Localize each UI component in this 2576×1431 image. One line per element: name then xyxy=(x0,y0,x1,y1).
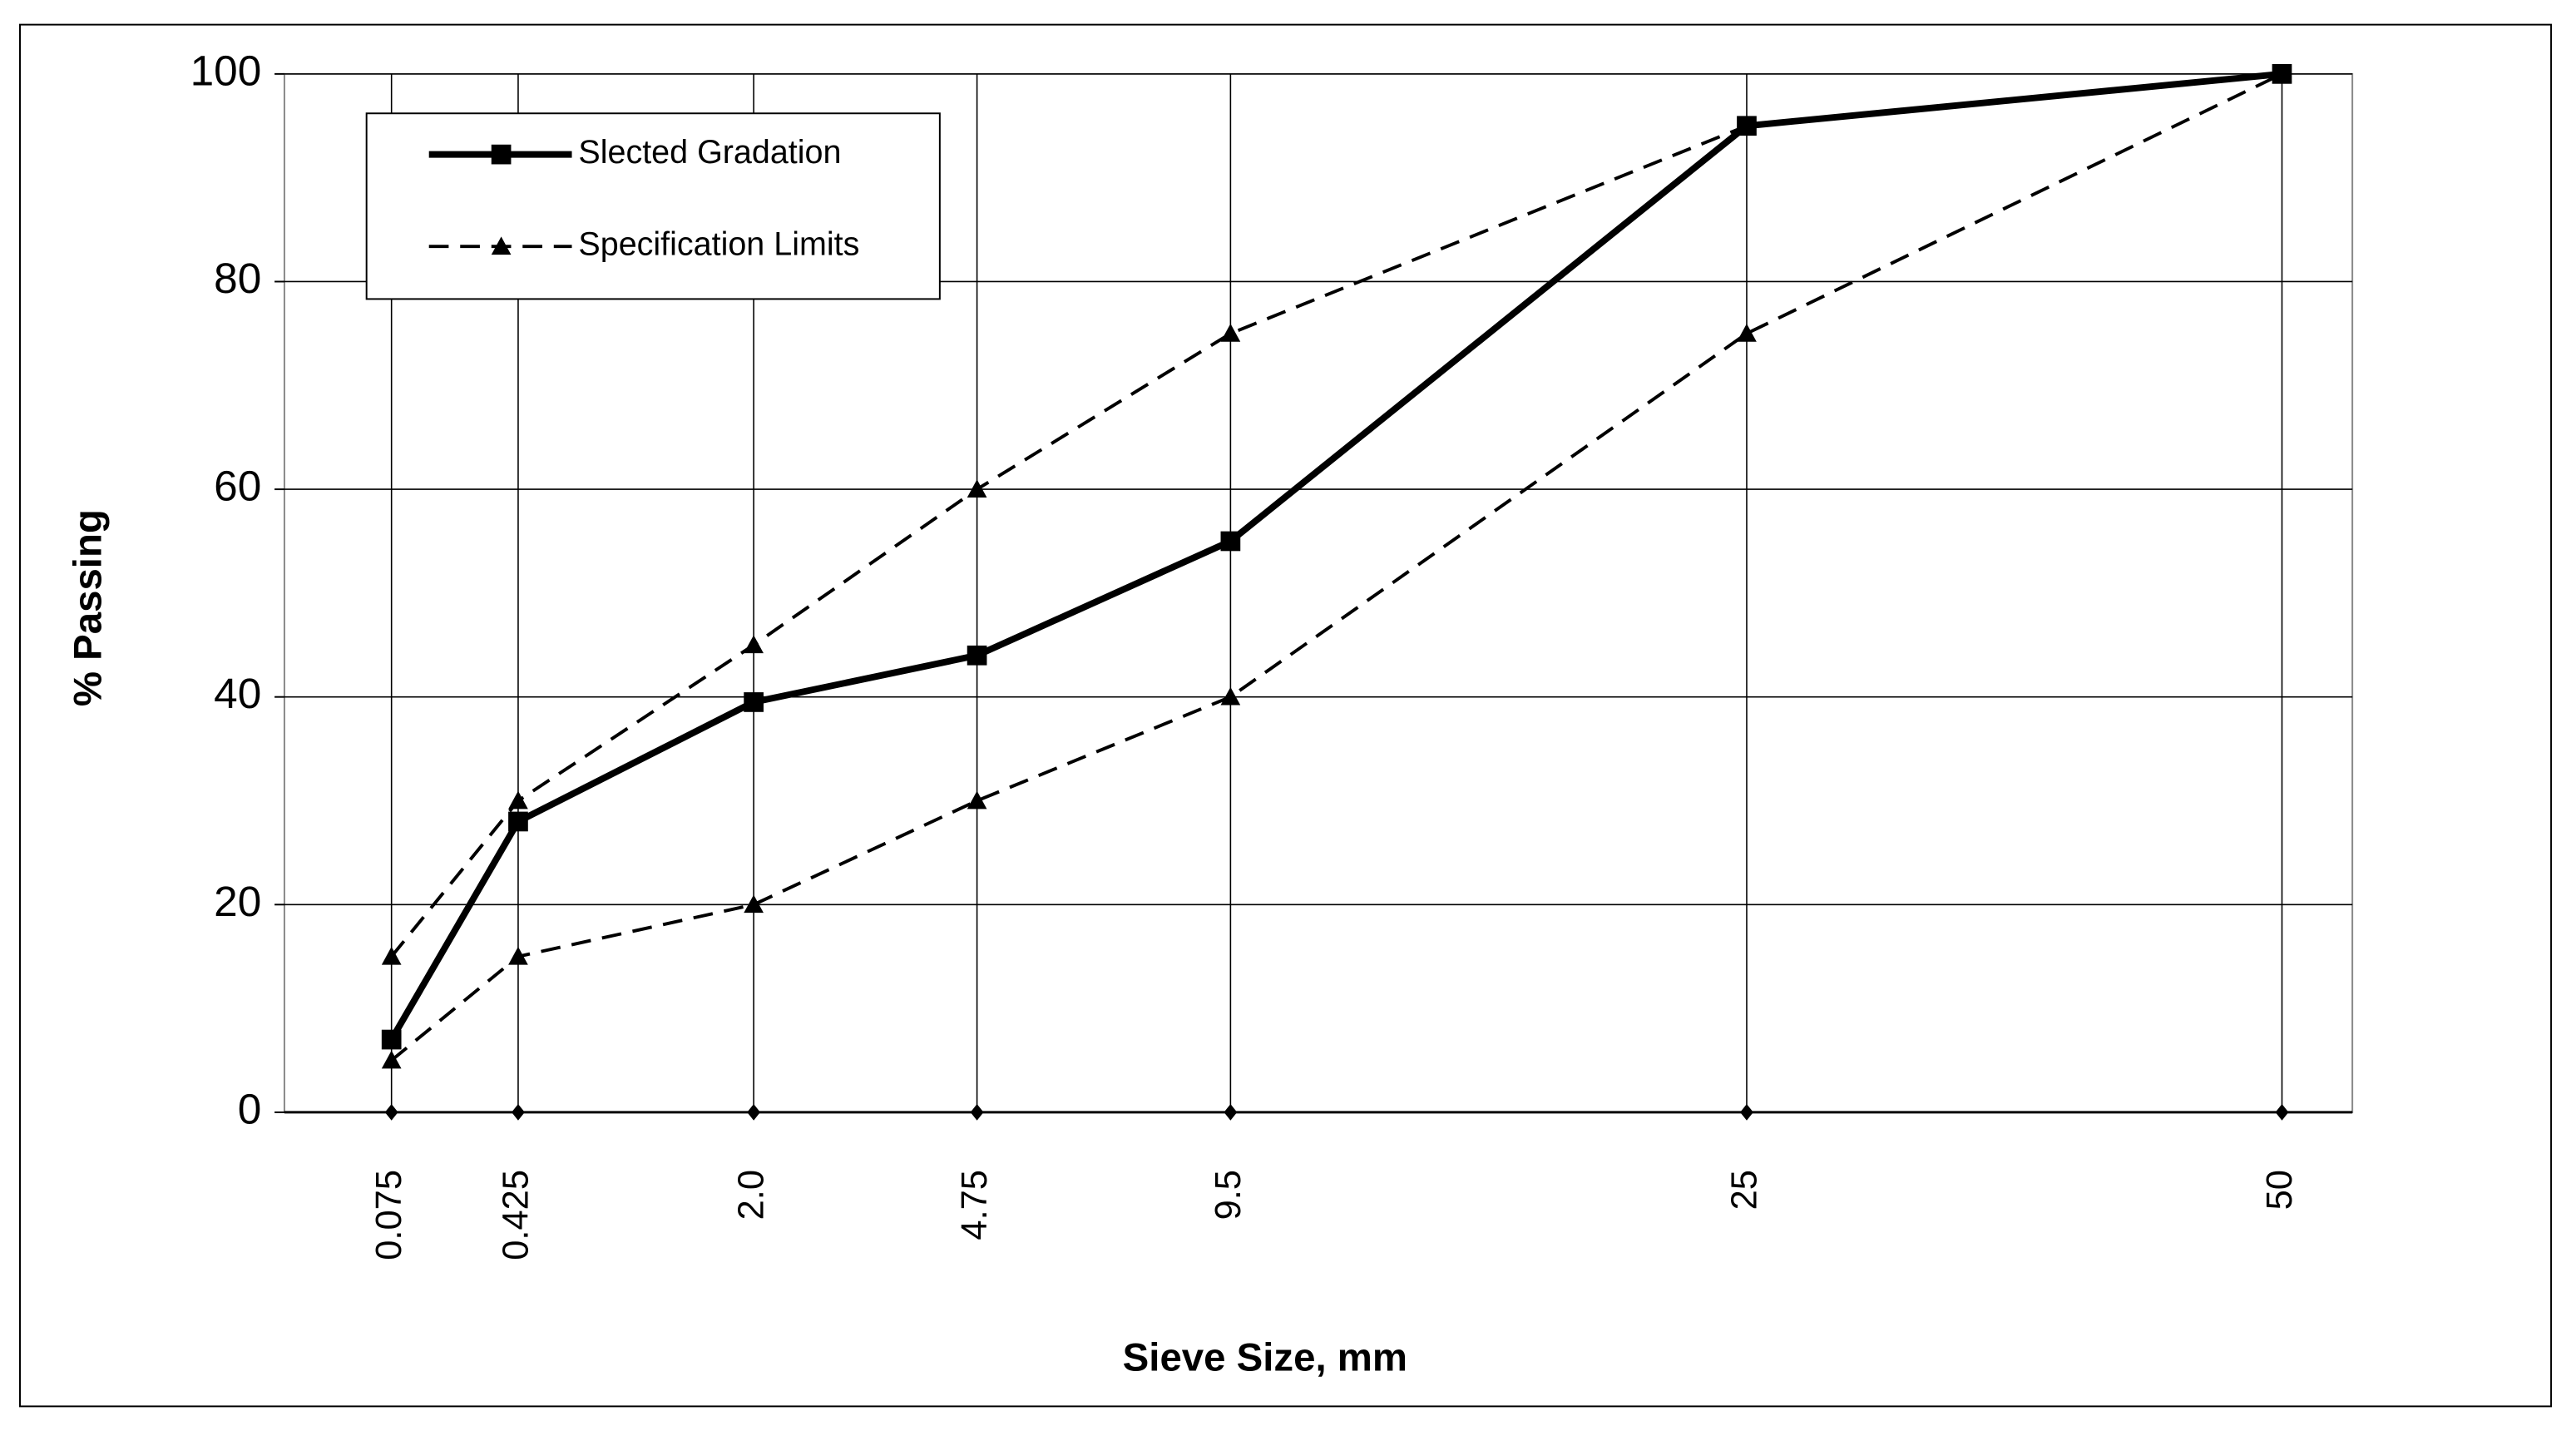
x-tick-label: 0.075 xyxy=(369,1170,409,1260)
y-tick-label: 60 xyxy=(214,463,261,510)
legend-marker xyxy=(491,144,512,165)
y-axis-title: % Passing xyxy=(66,509,110,706)
y-tick-label: 100 xyxy=(190,47,262,94)
marker xyxy=(744,635,764,654)
marker xyxy=(508,790,528,810)
legend-box xyxy=(365,112,941,300)
marker xyxy=(744,894,764,914)
marker xyxy=(1220,686,1241,706)
y-tick-label: 80 xyxy=(214,255,261,302)
marker xyxy=(2272,64,2292,82)
marker xyxy=(508,811,528,832)
x-tick-label: 50 xyxy=(2260,1170,2300,1210)
legend-label: Specification Limits xyxy=(578,226,859,263)
marker xyxy=(381,1050,402,1069)
marker xyxy=(1220,531,1241,552)
marker xyxy=(1220,324,1241,342)
x-tick-label: 25 xyxy=(1724,1170,1764,1210)
marker xyxy=(967,645,987,666)
marker xyxy=(381,1029,402,1050)
y-tick-label: 20 xyxy=(214,878,261,925)
legend-marker xyxy=(491,236,512,255)
x-tick-label: 9.5 xyxy=(1209,1170,1248,1220)
x-tick-label: 4.75 xyxy=(955,1170,995,1240)
marker xyxy=(967,479,987,498)
marker xyxy=(1737,324,1757,342)
x-tick-label: 2.0 xyxy=(732,1170,772,1220)
x-axis-title: Sieve Size, mm xyxy=(1123,1336,1407,1380)
y-tick-label: 40 xyxy=(214,670,261,717)
marker xyxy=(967,790,987,810)
marker xyxy=(508,946,528,965)
marker xyxy=(1737,116,1757,135)
legend-label: Slected Gradation xyxy=(578,134,841,171)
y-tick-label: 0 xyxy=(238,1085,262,1132)
x-tick-label: 0.425 xyxy=(496,1170,536,1260)
marker xyxy=(744,692,764,712)
marker xyxy=(381,946,402,965)
